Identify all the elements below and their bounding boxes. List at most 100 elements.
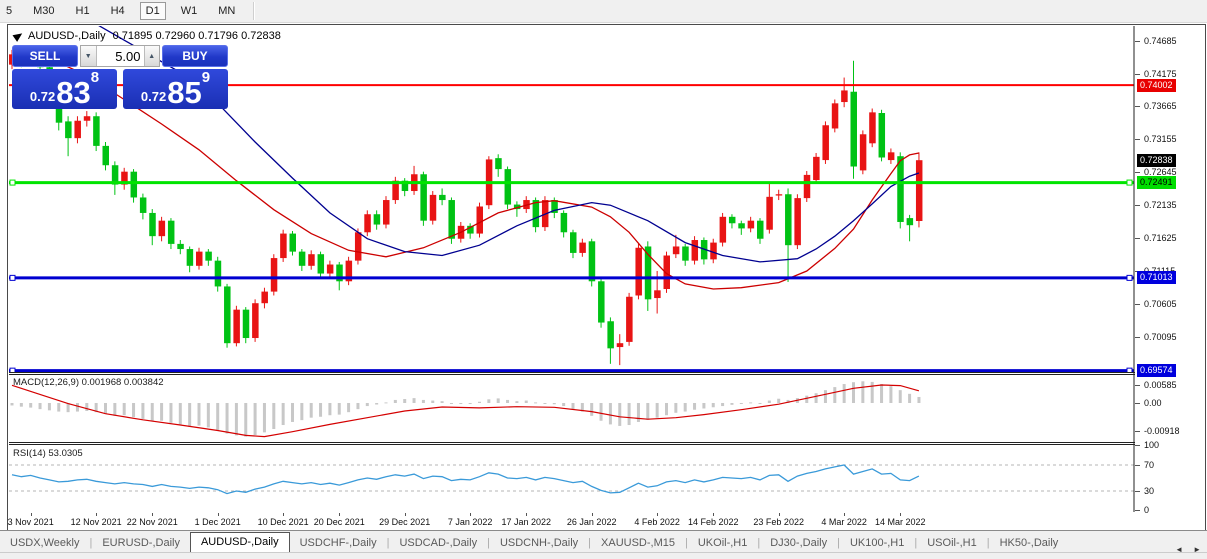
hline-handle [9, 274, 16, 281]
tab-separator: | [914, 537, 918, 549]
date-label: 17 Jan 2022 [501, 517, 552, 527]
timeframe-d1[interactable]: D1 [139, 2, 166, 20]
timeframe-h4[interactable]: H4 [110, 5, 125, 17]
tabs-scroll-right-icon[interactable]: ► [1193, 545, 1201, 554]
price-badge-0.72838: 0.72838 [1137, 153, 1176, 167]
price-tick-tickmark [1135, 336, 1140, 338]
volume-increase-button[interactable]: ▲ [143, 46, 159, 66]
price-badge-0.74002: 0.74002 [1137, 78, 1176, 92]
rsi-tick-tickmark [1135, 445, 1140, 446]
tab-ukoil-h1[interactable]: UKOil-,H1 [697, 537, 748, 549]
date-label: 20 Dec 2021 [313, 517, 365, 527]
rsi-tick-tickmark [1135, 464, 1140, 466]
date-tickmark [778, 513, 780, 516]
tab-separator: | [588, 537, 592, 549]
date-axis: 3 Nov 2021 12 Nov 2021 22 Nov 2021 1 Dec 20… [8, 513, 1135, 529]
chart-title: AUDUSD-,Daily 0.71895 0.72960 0.71796 0.… [12, 30, 281, 42]
date-tickmark [470, 513, 472, 516]
date-tickmark [591, 513, 593, 516]
price-tick: 0.74685 [1144, 35, 1177, 46]
price-tick-tickmark [1135, 106, 1140, 108]
tab-dj30-daily[interactable]: DJ30-,Daily [770, 537, 828, 549]
price-tick-tickmark [1135, 172, 1140, 174]
buy-price-big: 85 [167, 74, 202, 110]
date-tickmark [900, 513, 902, 516]
price-badge-0.69574: 0.69574 [1137, 364, 1176, 378]
tab-usdx-weekly[interactable]: USDX,Weekly [10, 537, 80, 549]
price-tick-tickmark [1135, 303, 1140, 305]
tab-xauusd-m15[interactable]: XAUUSD-,M15 [601, 537, 675, 549]
symbol-tabs-bar: USDX,Weekly | EURUSD-,Daily AUDUSD-,Daily US… [0, 530, 1207, 553]
one-click-trade-panel: SELL ▼ ▲ BUY 0.72 83 8 0.72 85 9 [12, 45, 228, 109]
price-tick: 0.73665 [1144, 101, 1177, 112]
date-tickmark [96, 513, 98, 516]
date-label: 12 Nov 2021 [70, 517, 122, 527]
tab-eurusd-daily[interactable]: EURUSD-,Daily [102, 537, 180, 549]
date-tickmark [657, 513, 659, 516]
status-strip [0, 552, 1207, 559]
buy-price-display[interactable]: 0.72 85 9 [123, 69, 228, 109]
price-tick-tickmark [1135, 40, 1140, 42]
sell-price-display[interactable]: 0.72 83 8 [12, 69, 117, 109]
date-tickmark [217, 513, 219, 516]
price-tick-tickmark [1135, 205, 1140, 207]
macd-tick-tickmark [1135, 384, 1140, 386]
tab-uk100-h1[interactable]: UK100-,H1 [849, 537, 905, 549]
tab-audusd-daily[interactable]: AUDUSD-,Daily [189, 532, 290, 553]
sell-price-pip: 8 [90, 69, 100, 86]
date-label: 22 Nov 2021 [126, 517, 178, 527]
toolbar-separator [253, 2, 256, 20]
date-label: 7 Jan 2022 [447, 517, 493, 527]
chart-symbol-icon [12, 30, 25, 42]
date-tickmark [526, 513, 528, 516]
sell-price-prefix: 0.72 [29, 89, 56, 104]
buy-button[interactable]: BUY [162, 45, 228, 67]
rsi-tick-tickmark [1135, 490, 1140, 492]
tab-usdchf-daily[interactable]: USDCHF-,Daily [299, 537, 377, 549]
sell-button[interactable]: SELL [12, 45, 78, 67]
timeframe-m30[interactable]: M30 [33, 5, 55, 17]
macd-panel [10, 381, 921, 438]
tabs-scroll-left-icon[interactable]: ◄ [1175, 545, 1184, 554]
chart-ohlc-values: 0.71895 0.72960 0.71796 0.72838 [112, 30, 281, 42]
chart-symbol-period: AUDUSD-,Daily [28, 30, 106, 42]
price-badge-0.72491: 0.72491 [1137, 176, 1176, 190]
date-label: 1 Dec 2021 [194, 517, 241, 527]
tab-usdcnh-daily[interactable]: USDCNH-,Daily [499, 537, 579, 549]
timeframe-toolbar: 5 M30 H1 H4 D1 W1 MN [0, 0, 1207, 23]
price-tick: 0.71625 [1144, 232, 1177, 243]
tab-separator: | [89, 537, 93, 549]
tab-usdcad-daily[interactable]: USDCAD-,Daily [399, 537, 478, 549]
price-tick: 0.73155 [1144, 134, 1177, 145]
date-label: 10 Dec 2021 [257, 517, 309, 527]
volume-decrease-button[interactable]: ▼ [81, 46, 97, 66]
hline-handle [1126, 274, 1133, 281]
date-label: 23 Feb 2022 [753, 517, 804, 527]
date-label: 29 Dec 2021 [379, 517, 431, 527]
rsi-line [11, 464, 920, 495]
rsi-tick: 100 [1144, 440, 1160, 450]
price-tick-tickmark [1135, 237, 1140, 239]
volume-input[interactable] [96, 46, 144, 66]
hline-handle [1126, 179, 1133, 186]
date-tickmark [713, 513, 715, 516]
tab-separator: | [757, 537, 761, 549]
macd-indicator-label: MACD(12,26,9) 0.001968 0.003842 [13, 377, 164, 388]
buy-price-prefix: 0.72 [140, 89, 167, 104]
tab-hk50-daily[interactable]: HK50-,Daily [999, 537, 1059, 549]
price-badge-0.71013: 0.71013 [1137, 271, 1176, 285]
timeframe-h1[interactable]: H1 [75, 5, 90, 17]
price-tick: 0.70095 [1144, 331, 1177, 342]
tab-usoil-h1[interactable]: USOil-,H1 [927, 537, 977, 549]
timeframe-5[interactable]: 5 [6, 5, 13, 17]
date-tickmark [844, 513, 846, 516]
tab-separator: | [837, 537, 840, 549]
rsi-tick: 70 [1144, 459, 1155, 470]
timeframe-mn[interactable]: MN [218, 5, 236, 17]
rsi-tick: 0 [1144, 505, 1150, 515]
macd-tick: 0.00 [1144, 397, 1162, 408]
rsi-tick: 30 [1144, 485, 1155, 496]
macd-tick: 0.00585 [1144, 379, 1177, 390]
timeframe-w1[interactable]: W1 [180, 5, 198, 17]
